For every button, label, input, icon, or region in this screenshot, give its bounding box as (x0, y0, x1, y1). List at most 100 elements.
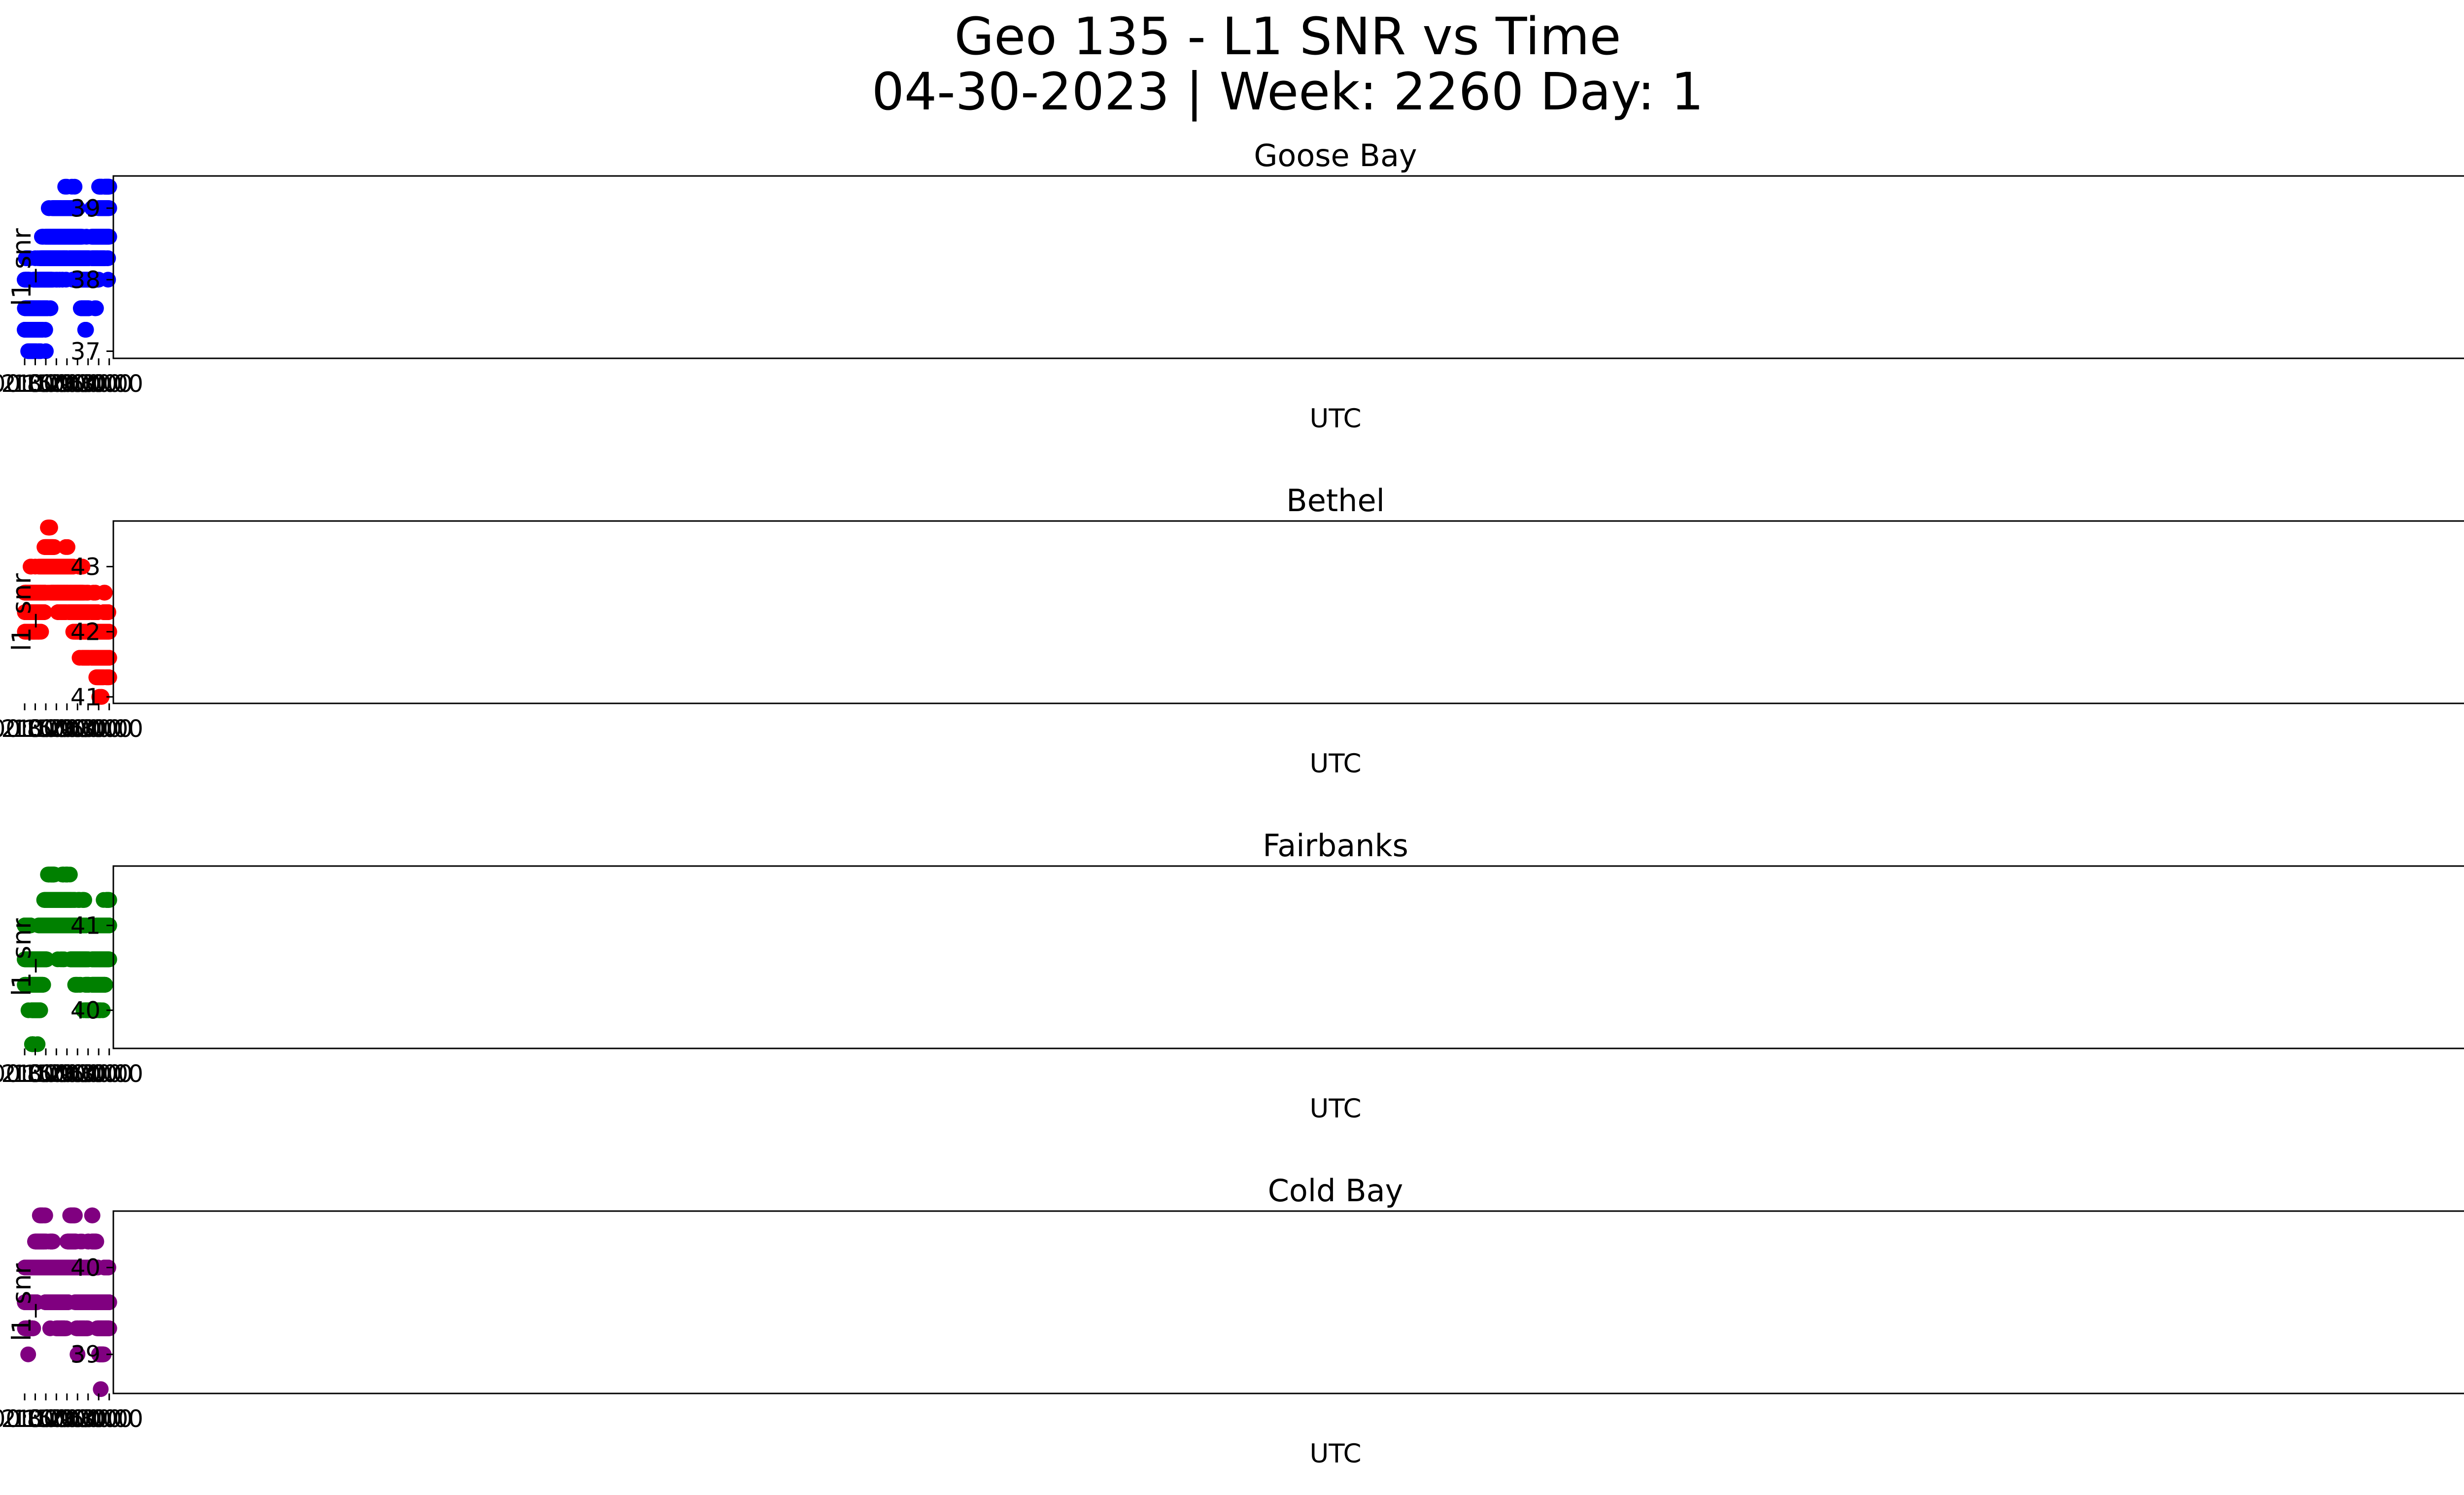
x-axis-label: UTC (1309, 404, 1361, 434)
data-point (91, 689, 107, 705)
x-tick-label: 06:00 (54, 370, 122, 398)
subplot-title: Goose Bay (1254, 138, 1417, 174)
x-tick-label: 15:00 (22, 370, 90, 398)
x-axis: 00:0003:0006:0009:0012:0015:0018:0021:00… (0, 1048, 1362, 1124)
y-tick-label: 39 (70, 1341, 101, 1369)
scatter-points (17, 520, 117, 705)
data-point (74, 558, 91, 575)
data-point (58, 1320, 74, 1336)
data-point (17, 917, 33, 934)
data-point (84, 200, 100, 216)
data-point (87, 300, 103, 316)
y-tick-label: 40 (70, 1254, 101, 1282)
scatter-points (17, 178, 117, 359)
data-point (40, 520, 56, 536)
subplot-title: Bethel (1286, 483, 1385, 519)
x-tick-label: 21:00 (1, 715, 69, 743)
data-point (45, 272, 62, 288)
data-point (98, 250, 114, 266)
x-tick-label: 03:00 (65, 370, 133, 398)
x-tick-label: 00:00 (75, 370, 143, 398)
data-point (20, 1346, 36, 1362)
x-tick-label: 00:00 (0, 370, 59, 398)
data-point (96, 892, 112, 908)
data-point (36, 539, 53, 555)
x-tick-label: 12:00 (33, 370, 101, 398)
subplot-bethel: 00:0003:0006:0009:0012:0015:0018:0021:00… (0, 483, 2464, 779)
subplot-title: Fairbanks (1263, 828, 1408, 864)
y-tick-label: 41 (70, 912, 101, 939)
data-point (17, 300, 33, 316)
figure-title-line-1: Geo 135 - L1 SNR vs Time (954, 6, 1621, 67)
x-tick-label: 12:00 (33, 715, 101, 743)
x-tick-label: 15:00 (22, 715, 90, 743)
y-tick-label: 43 (70, 554, 101, 581)
data-point (20, 1002, 36, 1018)
data-point (84, 1207, 100, 1223)
x-tick-label: 21:00 (1, 370, 69, 398)
data-point (70, 976, 87, 993)
x-tick-label: 00:00 (0, 715, 59, 743)
x-axis: 00:0003:0006:0009:0012:0015:0018:0021:00… (0, 703, 1362, 779)
subplot-cold-bay: 00:0003:0006:0009:0012:0015:0018:0021:00… (0, 1173, 2464, 1469)
data-point (37, 322, 53, 338)
x-axis-label: UTC (1309, 1094, 1361, 1124)
x-axis-label: UTC (1309, 749, 1361, 779)
y-axis: 41 42 43 l1_snr (7, 554, 113, 711)
y-axis-label: l1_snr (7, 573, 37, 651)
data-point (27, 1233, 43, 1250)
data-point (74, 229, 91, 245)
subplot-fairbanks: 00:0003:0006:0009:0012:0015:0018:0021:00… (0, 828, 2464, 1124)
data-point (67, 1294, 83, 1310)
x-tick-label: 18:00 (12, 370, 80, 398)
data-point (17, 604, 33, 620)
y-tick-label: 39 (70, 195, 101, 222)
axes-frame (112, 1210, 2464, 1394)
x-tick-label: 00:00 (75, 715, 143, 743)
y-tick-label: 37 (70, 338, 101, 365)
data-point (30, 1036, 46, 1052)
data-point (97, 976, 113, 993)
data-point (36, 1207, 52, 1223)
y-tick-label: 42 (70, 619, 101, 646)
data-point (40, 585, 56, 601)
data-point (77, 322, 93, 338)
scatter-points (17, 867, 117, 1052)
figure-title-line-2: 04-30-2023 | Week: 2260 Day: 1 (871, 62, 1704, 122)
data-point (43, 200, 60, 216)
data-point (72, 1233, 89, 1250)
data-point (71, 650, 88, 666)
data-point (65, 624, 81, 640)
data-point (83, 1294, 100, 1310)
data-point (50, 604, 66, 620)
data-point (26, 624, 42, 640)
x-axis: 00:0003:0006:0009:0012:0015:0018:0021:00… (0, 1393, 1362, 1469)
data-point (17, 585, 33, 601)
x-tick-label: 00:00 (0, 1405, 59, 1433)
data-point (34, 229, 50, 245)
y-tick-label: 38 (70, 266, 101, 294)
data-point (62, 1207, 78, 1223)
y-axis-label: l1_snr (7, 228, 37, 306)
data-point (88, 669, 104, 686)
data-point (20, 343, 36, 359)
axes-frame (112, 520, 2464, 704)
data-point (27, 250, 43, 266)
y-axis-label: l1_snr (7, 1263, 37, 1341)
data-point (40, 1233, 57, 1250)
x-tick-label: 03:00 (65, 715, 133, 743)
y-axis: 37 38 39 l1_snr (7, 195, 113, 365)
figure-title: Geo 135 - L1 SNR vs Time 04-30-2023 | We… (0, 9, 2464, 119)
x-tick-label: 09:00 (43, 715, 111, 743)
x-axis-label: UTC (1309, 1439, 1361, 1469)
data-point (50, 951, 66, 968)
data-point (17, 322, 33, 338)
y-tick-label: 41 (70, 684, 101, 711)
data-point (93, 1381, 109, 1397)
data-point (91, 178, 107, 195)
data-point (62, 867, 78, 883)
x-tick-label: 06:00 (54, 715, 122, 743)
y-axis-label: l1_snr (7, 918, 37, 996)
x-axis: 00:0003:0006:0009:0012:0015:0018:0021:00… (0, 358, 1362, 434)
